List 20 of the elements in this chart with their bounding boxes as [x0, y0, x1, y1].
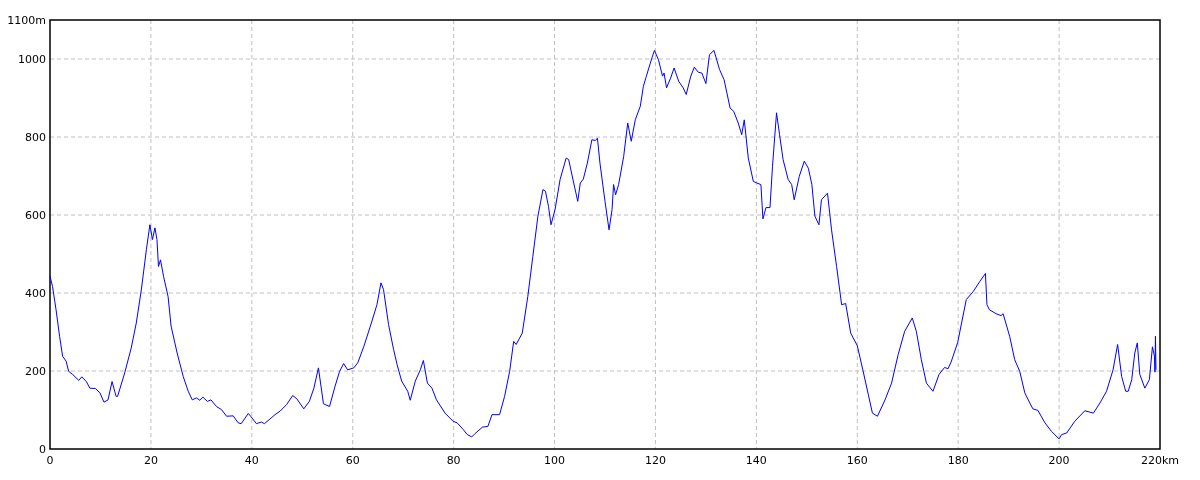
y-tick-label: 600	[25, 209, 46, 222]
x-tick-label: 0	[46, 454, 54, 467]
y-tick-label: 1000	[18, 53, 46, 66]
x-tick-label: 20	[143, 454, 158, 467]
x-tick-label: 80	[446, 454, 461, 467]
x-tick-label: 120	[644, 454, 666, 467]
x-tick-label: 160	[846, 454, 868, 467]
y-tick-label: 400	[25, 287, 46, 300]
x-tick-label: 100	[544, 454, 566, 467]
x-tick-label: 200	[1048, 454, 1070, 467]
x-tick-label: 60	[345, 454, 360, 467]
x-tick-label: 40	[244, 454, 259, 467]
x-tick-label: 220km	[1140, 454, 1180, 467]
line-series	[49, 49, 1157, 440]
y-tick-label: 0	[39, 443, 46, 456]
y-tick-label: 1100m	[7, 14, 46, 27]
x-tick-label: 180	[947, 454, 969, 467]
x-tick-label: 140	[745, 454, 767, 467]
y-tick-label: 200	[25, 365, 46, 378]
y-tick-label: 800	[25, 131, 46, 144]
